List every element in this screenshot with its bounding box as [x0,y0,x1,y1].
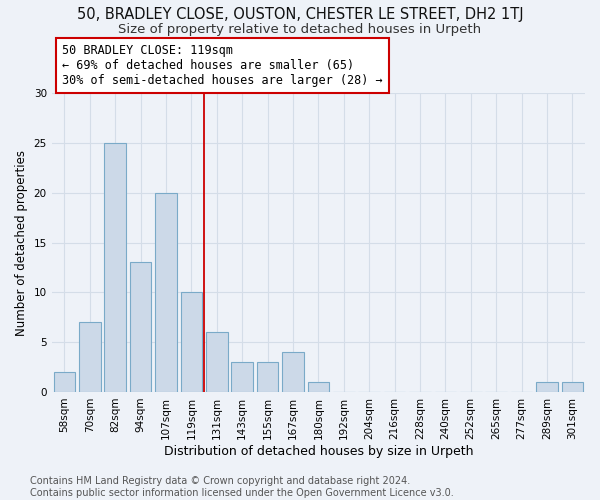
Bar [232,362,253,392]
Bar [130,262,151,392]
Bar [181,292,202,392]
X-axis label: Distribution of detached houses by size in Urpeth: Distribution of detached houses by size … [164,444,473,458]
Bar [104,143,126,392]
Bar [257,362,278,392]
Text: Size of property relative to detached houses in Urpeth: Size of property relative to detached ho… [118,22,482,36]
Bar [155,193,177,392]
Bar [308,382,329,392]
Bar [206,332,227,392]
Text: 50 BRADLEY CLOSE: 119sqm
← 69% of detached houses are smaller (65)
30% of semi-d: 50 BRADLEY CLOSE: 119sqm ← 69% of detach… [62,44,383,87]
Bar [79,322,101,392]
Text: 50, BRADLEY CLOSE, OUSTON, CHESTER LE STREET, DH2 1TJ: 50, BRADLEY CLOSE, OUSTON, CHESTER LE ST… [77,8,523,22]
Bar [562,382,583,392]
Bar [536,382,557,392]
Bar [282,352,304,392]
Y-axis label: Number of detached properties: Number of detached properties [15,150,28,336]
Text: Contains HM Land Registry data © Crown copyright and database right 2024.
Contai: Contains HM Land Registry data © Crown c… [30,476,454,498]
Bar [53,372,75,392]
